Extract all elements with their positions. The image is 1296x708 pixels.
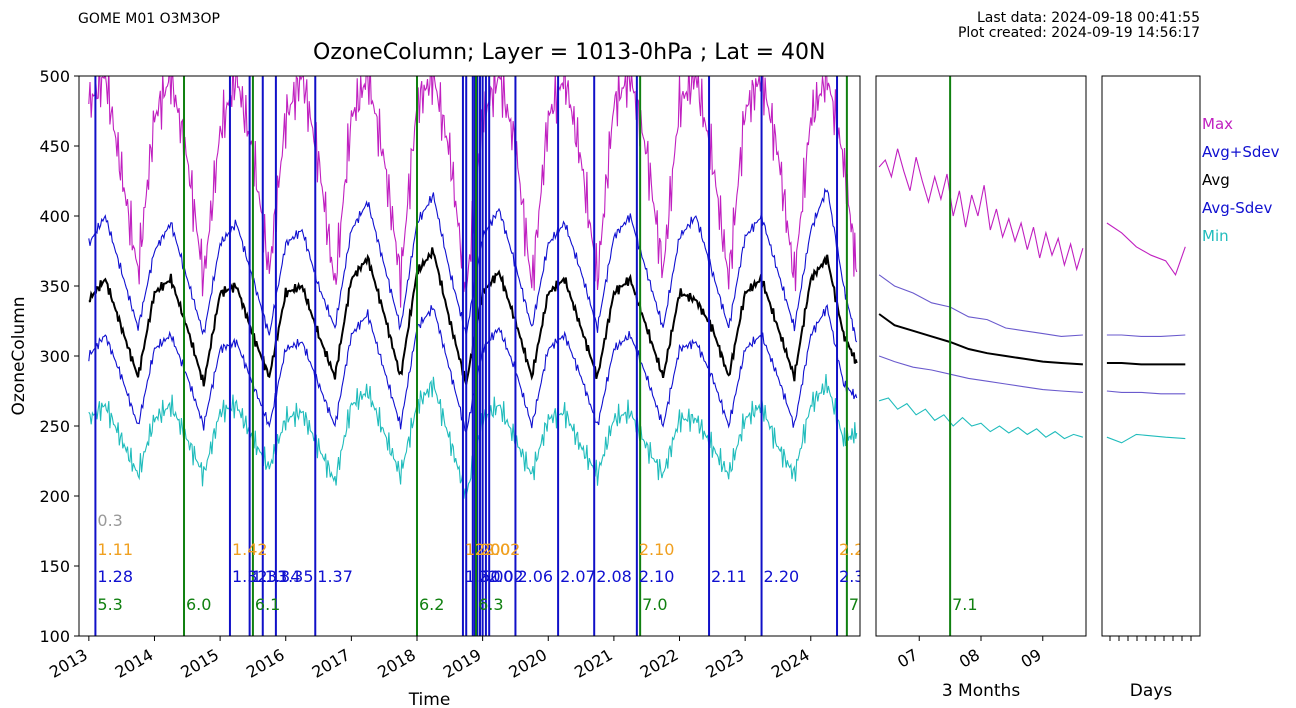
annotation-label: 2.00 — [478, 567, 514, 586]
y-tick-label: 150 — [39, 557, 70, 576]
panel-three_months: 7.1 07 08 09 3 Months — [875, 75, 1087, 701]
annotation-label: 2.06 — [517, 567, 553, 586]
annotation-label: 6.3 — [478, 595, 503, 614]
legend-item-min: Min — [1202, 227, 1229, 245]
annotation-label: 1.35 — [278, 567, 314, 586]
y-axis-label: OzoneColumn — [9, 296, 29, 415]
annotation-label: 2.02 — [488, 567, 524, 586]
annotation-label: 2.20 — [764, 567, 800, 586]
annotation-label: 7.1 — [952, 595, 977, 614]
x-tick-label: 07 — [894, 645, 921, 672]
x-tick-label: 2023 — [702, 645, 747, 682]
series-line-min — [878, 397, 1084, 440]
series-line-avg-plus-sdev — [1106, 334, 1186, 337]
x-tick-label: 2018 — [374, 645, 419, 682]
legend-item-avg-minus-sdev: Avg-Sdev — [1202, 199, 1273, 217]
annotation-label: 1.42 — [232, 540, 268, 559]
y-tick-label: 100 — [39, 627, 70, 646]
x-tick-label: 2022 — [637, 645, 682, 682]
x-tick-label: 2020 — [505, 645, 550, 682]
annotation-label: 6.2 — [419, 595, 444, 614]
x-tick-label: 2017 — [309, 645, 354, 682]
annotation-label: 1.28 — [97, 567, 133, 586]
annotation-label: 1.37 — [317, 567, 353, 586]
legend-item-avg: Avg — [1202, 171, 1230, 189]
plot-area-main: 0.31.11 1.42 1.202.002.02 2.10 2.201.28 1.321… — [88, 76, 875, 636]
y-tick-label: 250 — [39, 417, 70, 436]
annotation-label: 1.11 — [97, 540, 133, 559]
annotation-label: 6.0 — [186, 595, 211, 614]
app-title: GOME M01 O3M3OP — [78, 11, 220, 27]
y-tick-label: 400 — [39, 207, 70, 226]
series-line-avg-sdev — [1106, 390, 1186, 395]
plot-created-timestamp: Plot created: 2024-09-19 14:56:17 — [957, 25, 1200, 41]
legend-item-max: Max — [1202, 115, 1234, 133]
annotation-label: 2.10 — [639, 540, 675, 559]
x-tick-label: 2015 — [177, 645, 222, 682]
axes-frame-three_months — [875, 75, 1087, 637]
x-tick-label: 2014 — [112, 645, 157, 682]
annotation-label: 6.1 — [255, 595, 280, 614]
annotation-label: 2.00 — [475, 540, 511, 559]
annotation-label: 2.10 — [639, 567, 675, 586]
annotation-label: 1.33 — [252, 567, 288, 586]
annotation-label: 2.02 — [485, 540, 521, 559]
annotation-label: 7.1 — [849, 595, 874, 614]
annotation-label: 1.34 — [265, 567, 301, 586]
annotation-label: 5.3 — [97, 595, 122, 614]
annotation-label: 2.08 — [596, 567, 632, 586]
x-tick-label: 2024 — [768, 645, 813, 682]
series-line-max — [878, 148, 1084, 272]
plot-area-three_months: 7.1 — [878, 76, 1084, 636]
series-line-avg — [878, 313, 1083, 366]
x-tick-label: 2013 — [46, 645, 91, 682]
x-tick-label: 2019 — [440, 645, 485, 682]
legend-item-avg-plus-sdev: Avg+Sdev — [1202, 143, 1280, 161]
plot-area-days — [1106, 222, 1186, 444]
x-tick-label: 2021 — [571, 645, 616, 682]
x-tick-label: 09 — [1018, 645, 1045, 672]
last-data-timestamp: Last data: 2024-09-18 00:41:55 — [976, 10, 1200, 26]
panel-main: 0.31.11 1.42 1.202.002.02 2.10 2.201.28 1.321… — [9, 67, 875, 708]
annotation-label: 2.20 — [839, 540, 875, 559]
annotation-label: 0.3 — [97, 511, 122, 530]
chart-title: OzoneColumn; Layer = 1013-0hPa ; Lat = 4… — [313, 40, 826, 65]
series-line-min — [1106, 433, 1186, 444]
annotation-label: 2.11 — [711, 567, 747, 586]
x-tick-label: 08 — [956, 645, 983, 672]
x-axis-label-main: Time — [408, 690, 451, 708]
annotation-label: 7.0 — [642, 595, 667, 614]
series-line-avg — [1106, 362, 1186, 366]
y-tick-label: 450 — [39, 137, 70, 156]
annotation-label: 2.30 — [839, 567, 875, 586]
x-axis-label-days: Days — [1130, 681, 1173, 701]
panel-days: Days — [1101, 75, 1201, 701]
series-line-max — [1106, 222, 1186, 276]
annotation-label: 1.32 — [232, 567, 268, 586]
y-tick-label: 300 — [39, 347, 70, 366]
annotation-label: 1.50 — [465, 567, 501, 586]
x-axis-label-three_months: 3 Months — [942, 681, 1021, 701]
axes-frame-days — [1101, 75, 1201, 637]
series-line-avg-sdev — [878, 355, 1083, 393]
y-tick-label: 500 — [39, 67, 70, 86]
x-tick-label: 2016 — [243, 645, 288, 682]
annotation-label: 1.20 — [465, 540, 501, 559]
annotation-label: 2.07 — [560, 567, 596, 586]
y-tick-label: 200 — [39, 487, 70, 506]
y-tick-label: 350 — [39, 277, 70, 296]
series-line-avg-plus-sdev — [878, 274, 1083, 337]
